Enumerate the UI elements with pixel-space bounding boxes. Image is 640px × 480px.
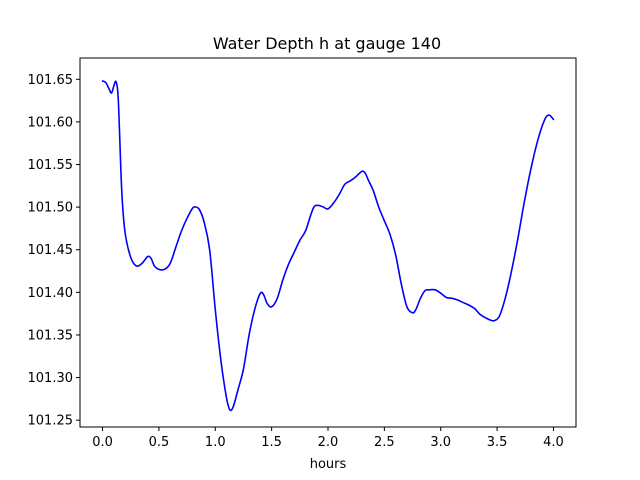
y-tick-label: 101.45	[28, 243, 74, 258]
x-tick-label: 2.0	[318, 435, 339, 450]
x-tick-label: 1.0	[205, 435, 226, 450]
y-axis: 101.25 101.30 101.35 101.40 101.45 101.50 101.…	[28, 73, 80, 429]
x-tick-label: 1.5	[261, 435, 282, 450]
y-tick-label: 101.25	[28, 414, 74, 429]
y-tick-label: 101.65	[28, 73, 74, 88]
x-tick-label: 3.5	[487, 435, 508, 450]
x-tick-label: 4.0	[543, 435, 564, 450]
x-tick-label: 0.0	[92, 435, 113, 450]
y-tick-label: 101.50	[28, 201, 74, 216]
plot-area	[101, 80, 555, 412]
x-tick-label: 3.0	[430, 435, 451, 450]
x-axis: 0.0 0.5 1.0 1.5 2.0 2.5 3.0 3.5 4.0	[92, 427, 564, 450]
y-tick-label: 101.40	[28, 286, 74, 301]
y-tick-label: 101.30	[28, 371, 74, 386]
x-axis-label: hours	[310, 457, 347, 472]
series-line	[101, 80, 555, 412]
chart-title: Water Depth h at gauge 140	[213, 34, 441, 53]
y-tick-label: 101.35	[28, 328, 74, 343]
y-tick-label: 101.55	[28, 158, 74, 173]
x-tick-label: 0.5	[149, 435, 170, 450]
x-tick-label: 2.5	[374, 435, 395, 450]
y-tick-label: 101.60	[28, 115, 74, 130]
